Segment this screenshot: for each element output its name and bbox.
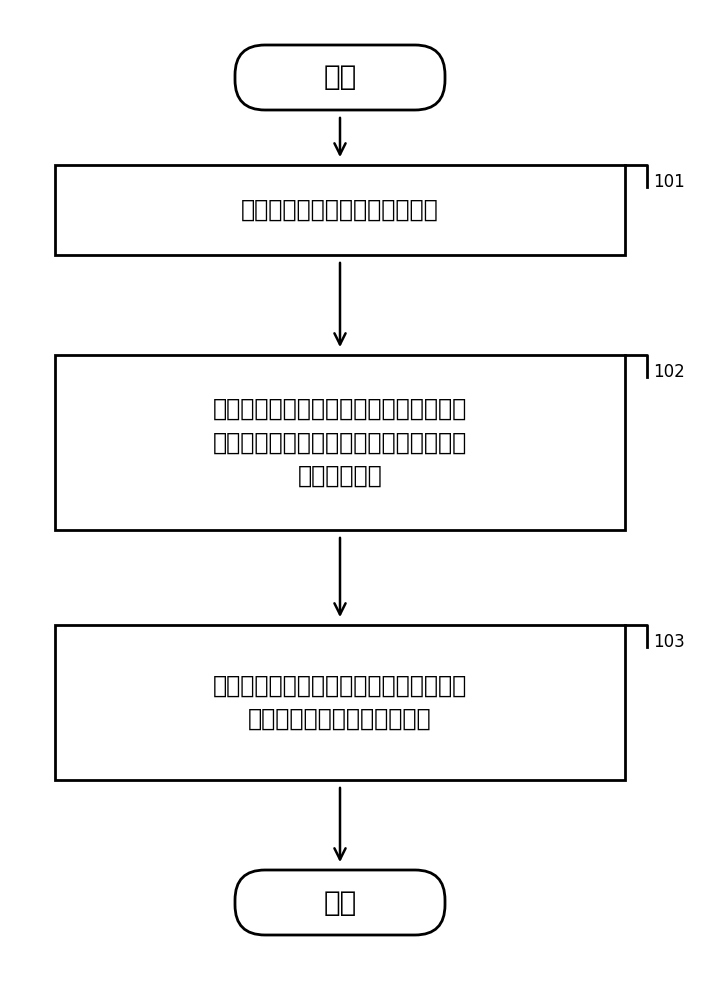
- Text: 给电机的驱动信号加上多频噪声: 给电机的驱动信号加上多频噪声: [241, 198, 439, 222]
- Text: 102: 102: [653, 363, 685, 381]
- Text: 结束: 结束: [324, 888, 357, 916]
- Text: 103: 103: [653, 633, 685, 651]
- FancyBboxPatch shape: [235, 45, 445, 110]
- Text: 将检测到的最大的所述特征物理量，所对
应的频率作为电机的共振频率: 将检测到的最大的所述特征物理量，所对 应的频率作为电机的共振频率: [213, 674, 467, 731]
- Bar: [55, 625, 625, 780]
- FancyBboxPatch shape: [235, 870, 445, 935]
- Text: 开始: 开始: [324, 64, 357, 92]
- Bar: [55, 165, 625, 255]
- Bar: [55, 355, 625, 530]
- Text: 101: 101: [653, 173, 685, 191]
- Text: 控制电机在加上所述多频噪声后的驱动信
号下振动，并检测电机振动时各频率对应
的特征物理量: 控制电机在加上所述多频噪声后的驱动信 号下振动，并检测电机振动时各频率对应 的特…: [213, 397, 467, 488]
